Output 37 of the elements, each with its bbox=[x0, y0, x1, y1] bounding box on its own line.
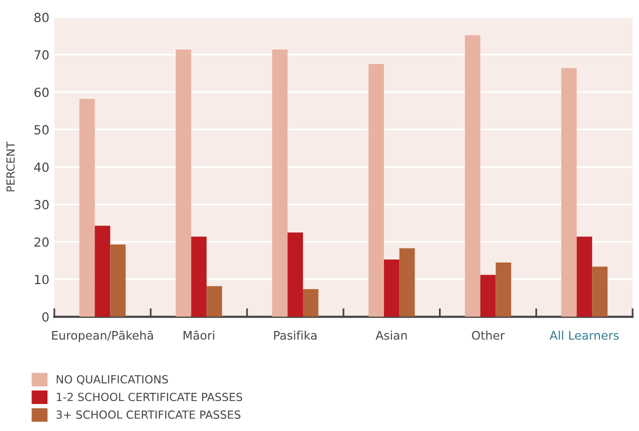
bar bbox=[302, 289, 318, 317]
y-tick-label: 70 bbox=[34, 50, 49, 60]
y-tick-label: 40 bbox=[34, 162, 49, 172]
bar bbox=[496, 262, 512, 317]
legend-label: NO QUALIFICATIONS bbox=[56, 375, 168, 385]
y-tick-label: 60 bbox=[34, 88, 49, 98]
legend-label: 1-2 SCHOOL CERTIFICATE PASSES bbox=[56, 392, 242, 402]
bar bbox=[110, 244, 126, 317]
x-tick-label: All Learners bbox=[550, 330, 619, 340]
bar bbox=[592, 266, 608, 317]
bar bbox=[399, 248, 415, 317]
bar bbox=[79, 98, 95, 317]
x-tick-label: Pasifika bbox=[274, 330, 316, 340]
bar bbox=[464, 35, 480, 317]
y-axis-title: PERCENT bbox=[6, 142, 15, 192]
legend-label: 3+ SCHOOL CERTIFICATE PASSES bbox=[56, 410, 240, 419]
y-tick-label: 0 bbox=[42, 312, 49, 322]
y-tick-label: 10 bbox=[34, 274, 49, 284]
x-tick-label: Asian bbox=[376, 330, 407, 340]
bar bbox=[384, 259, 400, 317]
bar bbox=[272, 49, 288, 317]
y-tick-label: 30 bbox=[34, 200, 49, 210]
bar bbox=[368, 64, 384, 317]
bar bbox=[576, 236, 592, 317]
x-tick-label: Māori bbox=[184, 330, 214, 340]
bar bbox=[288, 232, 303, 317]
bar bbox=[480, 274, 496, 317]
x-tick-label: European/Pākehā bbox=[52, 330, 153, 342]
bar bbox=[561, 68, 577, 317]
bar bbox=[94, 226, 110, 317]
y-tick-label: 80 bbox=[34, 12, 49, 22]
y-tick-label: 20 bbox=[34, 237, 49, 247]
bar bbox=[206, 286, 222, 317]
bar bbox=[176, 49, 192, 317]
y-tick-label: 50 bbox=[34, 125, 49, 134]
x-tick-label: Other bbox=[472, 330, 505, 340]
bar bbox=[191, 236, 207, 317]
